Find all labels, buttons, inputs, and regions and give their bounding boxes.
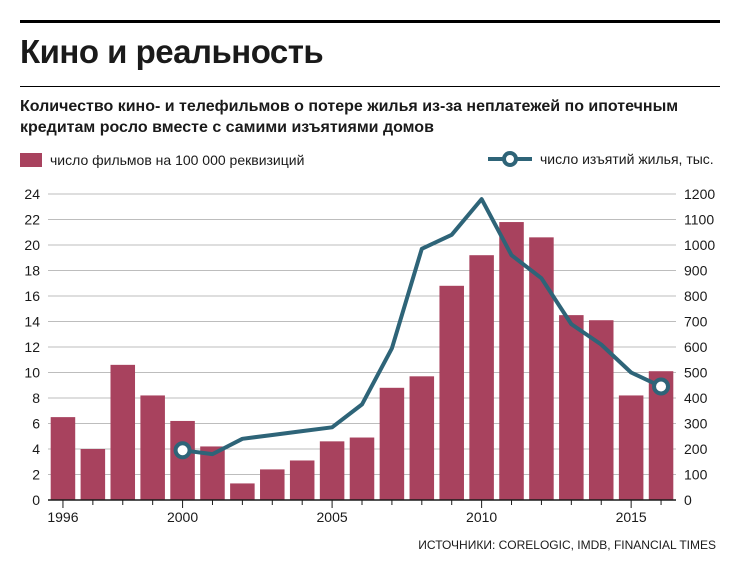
bar (110, 364, 136, 500)
right-axis-tick-label: 100 (684, 467, 708, 483)
left-axis-tick-label: 12 (24, 339, 40, 355)
bar (140, 395, 165, 500)
left-axis-tick-label: 24 (24, 186, 40, 202)
left-axis-tick-label: 10 (24, 365, 40, 381)
line-point-marker (173, 441, 192, 460)
bar (379, 387, 405, 500)
left-axis-tick-label: 20 (24, 237, 40, 253)
right-axis-tick-label: 1000 (684, 237, 715, 253)
legend-line-label: число изъятий жилья, тыс. (540, 151, 714, 167)
left-axis-tick-label: 2 (32, 467, 40, 483)
left-axis-tick-label: 0 (32, 492, 40, 508)
legend-line-marker-icon (488, 151, 532, 167)
bar (50, 417, 76, 500)
bar (409, 376, 435, 500)
combo-chart: 0 0 2 100 4 200 6 300 8 400 10 500 12 600 14 700 16 800 18… (24, 186, 715, 525)
legend-bar-series: число фильмов на 100 000 реквизиций (20, 152, 304, 168)
left-axis-tick-label: 22 (24, 212, 40, 228)
right-axis-tick-label: 400 (684, 390, 708, 406)
source-note: ИСТОЧНИКИ: CORELOGIC, IMDB, FINANCIAL TI… (418, 538, 716, 552)
right-axis-tick-label: 800 (684, 288, 708, 304)
bar (439, 285, 464, 500)
right-axis-tick-label: 1200 (684, 186, 715, 202)
chart-title: Кино и реальность (20, 33, 324, 70)
x-axis-tick-label: 2015 (616, 509, 647, 525)
right-axis-tick-label: 500 (684, 365, 708, 381)
bar (80, 449, 106, 500)
bar (170, 420, 195, 500)
bar (559, 315, 584, 500)
line-point-marker (652, 377, 671, 396)
legend-bar-swatch (20, 153, 42, 167)
bar (289, 460, 315, 500)
title-divider (20, 86, 720, 87)
bar (349, 437, 375, 500)
right-axis-tick-label: 600 (684, 339, 708, 355)
chart-subtitle: Количество кино- и телефильмов о потере … (20, 98, 679, 136)
bar (319, 441, 345, 500)
right-axis-tick-label: 900 (684, 263, 708, 279)
bar (499, 222, 524, 501)
right-axis-tick-label: 0 (684, 492, 692, 508)
right-axis-tick-label: 1100 (684, 212, 714, 228)
bar (230, 483, 255, 500)
x-axis-tick-label: 1996 (47, 509, 78, 525)
x-axis-tick-label: 2000 (167, 509, 198, 525)
left-axis-tick-label: 8 (32, 390, 40, 406)
left-axis-tick-label: 6 (32, 416, 40, 432)
top-rule (20, 20, 720, 23)
left-axis-tick-label: 4 (32, 441, 40, 457)
right-axis-tick-label: 700 (684, 314, 708, 330)
bar (469, 255, 494, 500)
x-axis-tick-label: 2005 (317, 509, 348, 525)
left-axis-tick-label: 16 (24, 288, 40, 304)
bar (618, 395, 644, 500)
legend-bar-label: число фильмов на 100 000 реквизиций (50, 152, 305, 168)
legend-line-series: число изъятий жилья, тыс. (488, 150, 714, 168)
left-axis-tick-label: 18 (24, 263, 40, 279)
left-axis-tick-label: 14 (24, 314, 40, 330)
x-axis-tick-label: 2010 (466, 509, 497, 525)
series-line-foreclosures (180, 197, 663, 457)
right-axis-tick-label: 300 (684, 416, 708, 432)
bar (260, 469, 285, 500)
right-axis-tick-label: 200 (684, 441, 708, 457)
